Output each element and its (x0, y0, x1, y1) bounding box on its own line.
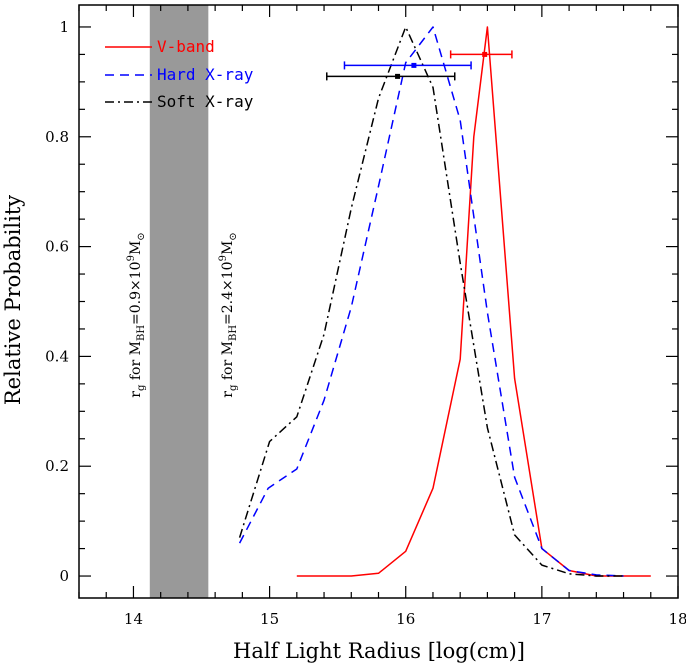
legend-label-hard-x-ray: Hard X-ray (157, 65, 254, 84)
y-axis-title: Relative Probability (1, 195, 25, 405)
shaded-band (149, 5, 209, 598)
x-tick-label: 15 (260, 610, 279, 628)
y-tick-label: 0.6 (45, 238, 69, 256)
legend: V-band Hard X-ray Soft X-ray (105, 37, 254, 111)
y-tick-label: 0.4 (45, 347, 69, 365)
series-line-v-band (296, 26, 651, 577)
errorbar-point-soft-x-ray (395, 73, 401, 79)
errorbar-point-v-band (482, 51, 488, 57)
x-axis-title: Half Light Radius [log(cm)] (233, 639, 525, 663)
series-line-soft-x-ray (238, 26, 624, 577)
tick-layer (78, 5, 679, 598)
x-tick-label: 14 (124, 610, 143, 628)
x-tick-label: 18 (668, 610, 686, 628)
band-right-label: rg for MBH=2.4×109M⊙ (218, 232, 239, 397)
shaded-band-layer (149, 5, 209, 598)
legend-label-soft-x-ray: Soft X-ray (157, 92, 254, 111)
errorbar-layer (326, 50, 513, 81)
y-tick-label: 0.8 (45, 128, 69, 146)
x-tick-label: 17 (532, 610, 551, 628)
band-left-label: rg for MBH=0.9×109M⊙ (126, 232, 147, 397)
y-tick-label: 0 (59, 567, 69, 585)
y-tick-label: 1 (59, 18, 69, 36)
series-line-hard-x-ray (238, 26, 624, 577)
y-tick-label: 0.2 (45, 457, 69, 475)
errorbar-point-hard-x-ray (411, 62, 417, 68)
x-tick-label: 16 (396, 610, 415, 628)
series-layer (238, 26, 651, 577)
tick-label-layer: 14 15 16 17 18 0 0.2 0.4 0.6 0.8 1 (45, 18, 686, 628)
legend-label-v-band: V-band (157, 37, 215, 56)
